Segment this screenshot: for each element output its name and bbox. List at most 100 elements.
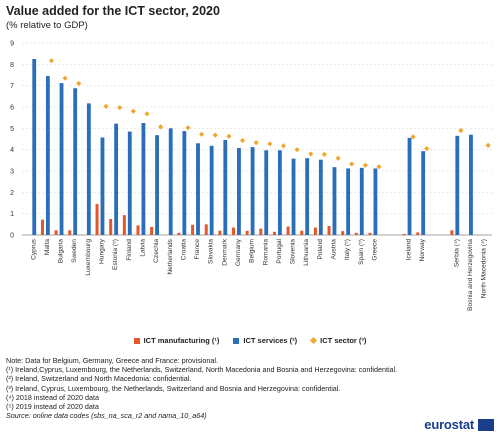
x-category-label: Luxembourg xyxy=(85,239,92,276)
x-category-label: Croatia xyxy=(180,239,187,261)
x-category-label: Estonia (⁵) xyxy=(112,239,119,270)
bar-manufacturing xyxy=(109,219,113,235)
bar-services xyxy=(73,88,78,235)
marker-sector xyxy=(198,131,205,137)
bar-manufacturing xyxy=(368,232,372,235)
bar-services xyxy=(277,150,282,235)
chart-subtitle: (% relative to GDP) xyxy=(6,20,88,31)
x-category-label: Sweden xyxy=(71,239,78,263)
legend-swatch-services xyxy=(233,337,240,344)
y-tick-label: 7 xyxy=(10,83,14,90)
marker-sector xyxy=(239,137,246,144)
bar-manufacturing xyxy=(136,225,140,235)
x-category-label: Slovenia xyxy=(290,239,297,265)
x-category-label: Hungary xyxy=(99,238,106,264)
bar-chart: 0 1 2 3 4 5 6 7 8 9 Cyprus Malta Bulgaria Sweden Luxem… xyxy=(10,41,492,311)
bar-services xyxy=(100,137,105,235)
bar-services xyxy=(318,159,323,235)
marker-sector xyxy=(280,143,287,149)
marker-sector xyxy=(144,111,150,117)
marker-sector xyxy=(48,58,55,64)
logo-text: eurostat xyxy=(424,417,474,432)
bar-manufacturing xyxy=(327,226,331,235)
bar-services xyxy=(168,128,173,235)
x-category-label: Iceland xyxy=(406,239,413,261)
bar-services xyxy=(346,168,351,235)
x-category-label: Netherlands xyxy=(167,238,174,274)
bar-manufacturing xyxy=(95,204,99,235)
x-category-label: Serbia (⁴) xyxy=(453,239,460,267)
bar-services xyxy=(237,147,241,235)
y-tick-label: 8 xyxy=(10,62,14,69)
y-tick-label: 1 xyxy=(10,211,14,218)
y-tick-label: 9 xyxy=(10,41,14,48)
bar-services xyxy=(469,134,473,235)
marker-sector xyxy=(294,147,300,153)
chart-notes: Note: Data for Belgium, Germany, Greece … xyxy=(6,356,426,420)
bar-services xyxy=(155,135,159,235)
bar-services xyxy=(127,131,132,235)
bar-manufacturing xyxy=(450,230,454,235)
bar-services xyxy=(407,137,412,235)
bar-manufacturing xyxy=(122,215,126,235)
x-category-label: Germany xyxy=(235,238,242,266)
bar-services xyxy=(32,59,37,235)
marker-sector xyxy=(308,151,314,157)
marker-sector xyxy=(267,141,273,147)
legend-swatch-sector xyxy=(310,336,318,345)
marker-sector xyxy=(226,133,232,139)
bar-services xyxy=(223,140,228,235)
marker-sector xyxy=(212,132,218,138)
bar-services xyxy=(86,103,91,235)
y-tick-label: 2 xyxy=(10,190,14,197)
bar-manufacturing xyxy=(150,226,154,235)
legend-item-manufacturing: ICT manufacturing (¹) xyxy=(133,336,219,345)
marker-sector xyxy=(76,80,82,87)
bar-manufacturing xyxy=(68,230,72,235)
marker-sector xyxy=(117,105,123,111)
marker-sector xyxy=(130,108,136,114)
bar-manufacturing xyxy=(218,230,222,235)
bar-services xyxy=(182,131,187,235)
bar-services xyxy=(421,151,426,235)
eu-flag-icon xyxy=(478,418,494,431)
legend-item-sector: ICT sector (³) xyxy=(310,336,367,345)
x-category-label: Austria xyxy=(331,239,338,260)
marker-sector xyxy=(321,151,328,157)
legend-swatch-manufacturing xyxy=(133,337,140,344)
note-line: (²) Ireland, Switzerland and North Maced… xyxy=(6,374,192,384)
x-category-label: Portugal xyxy=(276,238,283,263)
bar-manufacturing xyxy=(286,226,290,235)
bar-services xyxy=(141,123,146,235)
x-category-label: Italy (⁵) xyxy=(344,239,351,260)
marker-sector xyxy=(335,155,341,161)
bar-services xyxy=(45,76,50,235)
bar-manufacturing xyxy=(40,219,44,235)
x-category-label: Romania xyxy=(262,239,269,266)
bar-manufacturing xyxy=(416,232,420,235)
bar-manufacturing xyxy=(300,230,304,235)
x-category-label: Cyprus xyxy=(30,238,37,260)
marker-sector xyxy=(458,127,464,134)
bar-manufacturing xyxy=(232,227,236,235)
bar-manufacturing xyxy=(313,227,317,235)
x-category-label: Bulgaria xyxy=(58,239,65,264)
marker-sector xyxy=(485,142,491,148)
marker-sector xyxy=(158,124,164,130)
bar-manufacturing xyxy=(245,230,249,235)
bar-manufacturing xyxy=(354,232,358,235)
bar-manufacturing xyxy=(54,230,58,235)
marker-sector xyxy=(185,125,191,131)
note-line: Note: Data for Belgium, Germany, Greece … xyxy=(6,356,218,365)
bar-services xyxy=(455,135,460,235)
bar-services xyxy=(114,123,119,235)
legend-label-services: ICT services (²) xyxy=(243,336,298,345)
x-category-label: France xyxy=(194,239,201,260)
bar-services xyxy=(373,168,378,235)
x-category-label: Poland xyxy=(317,239,324,260)
legend-label-sector: ICT sector (³) xyxy=(320,336,367,345)
bar-manufacturing xyxy=(259,228,263,235)
legend-item-services: ICT services (²) xyxy=(233,336,297,345)
marker-sector xyxy=(424,146,430,152)
bar-services xyxy=(305,158,310,235)
